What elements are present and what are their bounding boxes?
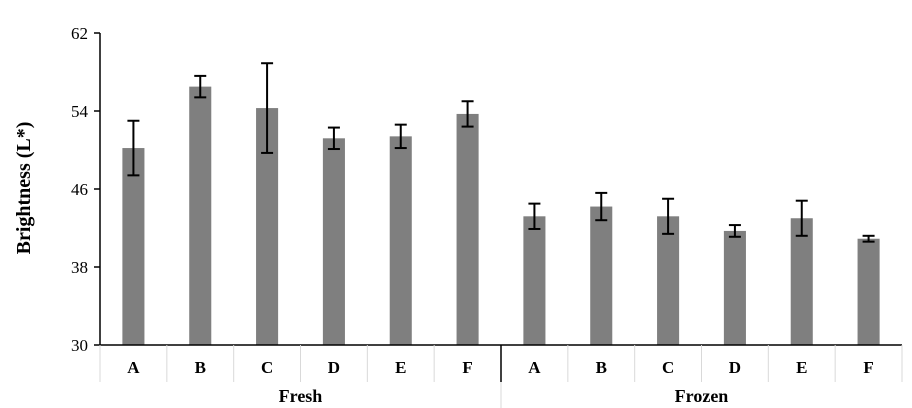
bar-frozen-D [723,230,746,345]
x-category-label: E [796,358,807,377]
x-category-label: F [462,358,472,377]
bar-series [122,62,880,345]
bar-fresh-E [389,136,412,345]
y-tick-label: 46 [71,180,88,199]
y-tick-label: 62 [71,24,88,43]
x-category-label: D [328,358,340,377]
y-tick-label: 54 [71,102,89,121]
bar-frozen-E [790,218,813,345]
x-category-label: D [729,358,741,377]
y-tick-label: 30 [71,336,88,355]
bar-frozen-C [657,216,680,345]
y-axis: 30 38 46 54 62 [71,24,101,355]
y-axis-label: Brightness (L*) [13,122,35,255]
x-category-label: B [596,358,607,377]
x-axis: A B C D E F Fresh A B C D E F Frozen [99,344,903,408]
x-category-label: B [195,358,206,377]
bar-fresh-B [189,86,212,345]
bar-frozen-A [523,216,546,345]
x-category-label: A [528,358,541,377]
bar-fresh-F [456,113,479,345]
x-category-label: C [261,358,273,377]
x-category-label: C [662,358,674,377]
bar-fresh-C [256,108,279,345]
bar-frozen-B [590,206,613,345]
bar-frozen-F [857,238,880,345]
bar-fresh-A [122,148,145,345]
x-group-label-fresh: Fresh [279,386,323,406]
x-group-label-frozen: Frozen [675,386,729,406]
y-tick-label: 38 [71,258,88,277]
x-category-label: E [395,358,406,377]
x-category-label: F [863,358,873,377]
x-category-label: A [127,358,140,377]
bar-fresh-D [322,138,345,345]
